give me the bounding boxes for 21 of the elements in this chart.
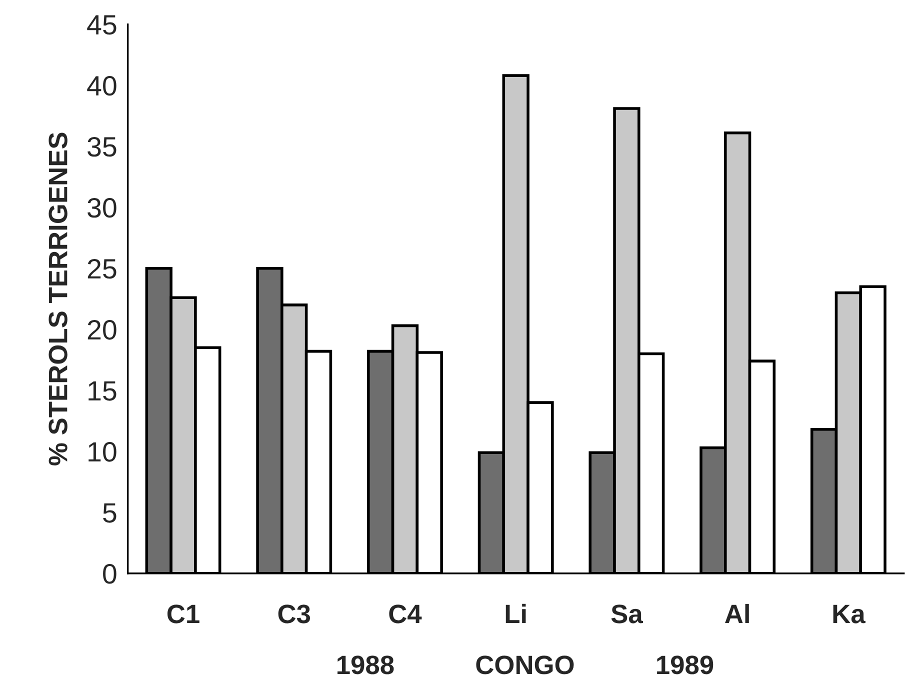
y-axis-title: % STEROLS TERRIGENES (48, 132, 68, 466)
x-tick-label: C3 (278, 604, 310, 624)
text: 1989 (657, 656, 714, 674)
y-tick-label: 0 (103, 564, 116, 584)
y-tick-label: 30 (88, 198, 116, 218)
x-tick-label: Li (506, 604, 526, 624)
y-tick-label: 25 (88, 259, 116, 279)
x-tick-label: Ka (833, 604, 866, 624)
y-tick-label: 20 (88, 320, 116, 340)
x-tick-label: C4 (389, 604, 422, 624)
text: CONGO (476, 656, 574, 674)
y-tick-label: 5 (103, 503, 116, 523)
y-tick-label: 10 (88, 442, 116, 462)
y-tick-label: 15 (88, 381, 116, 401)
x-tick-label: Al (725, 604, 749, 624)
y-tick-label: 40 (87, 76, 116, 96)
x-tick-label: C1 (167, 604, 200, 624)
y-tick-label: 45 (87, 15, 116, 35)
x-tick-label: Sa (611, 604, 644, 624)
y-tick-label: 35 (88, 137, 116, 157)
text: 1988 (338, 656, 394, 674)
